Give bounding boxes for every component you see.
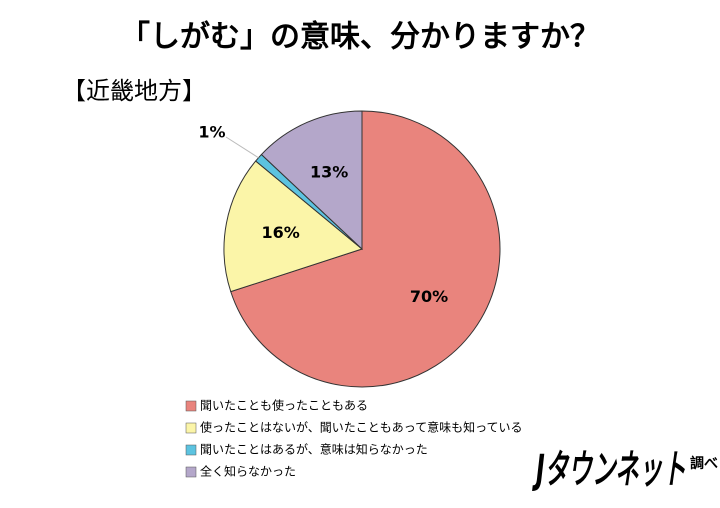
leader-line	[225, 136, 259, 159]
legend-swatch	[185, 422, 197, 434]
logo: Jタウンネット	[532, 447, 686, 493]
legend-swatch	[185, 466, 197, 478]
data-label: 13%	[310, 163, 348, 182]
chart-subtitle: 【近畿地方】	[62, 77, 206, 105]
legend-label: 聞いたことはあるが、意味は知らなかった	[200, 442, 428, 457]
legend-label: 全く知らなかった	[200, 464, 296, 479]
data-label: 16%	[262, 223, 300, 242]
legend-label: 聞いたことも使ったこともある	[200, 398, 368, 413]
pie-slice	[260, 110, 363, 251]
data-label: 1%	[198, 123, 225, 142]
legend: 聞いたことも使ったこともある使ったことはないが、聞いたこともあって意味も知ってい…	[185, 398, 523, 479]
pie-slice	[230, 110, 501, 388]
pie: 70% 16% 1% 13%	[198, 110, 501, 388]
chart-title: 「しがむ」の意味、分かりますか？	[120, 20, 600, 55]
credit: 調べ	[690, 455, 718, 472]
legend-swatch	[185, 444, 197, 456]
legend-swatch	[185, 400, 197, 412]
legend-label: 使ったことはないが、聞いたこともあって意味も知っている	[200, 420, 523, 435]
pie-slice	[223, 160, 364, 293]
data-label: 70%	[410, 287, 448, 306]
